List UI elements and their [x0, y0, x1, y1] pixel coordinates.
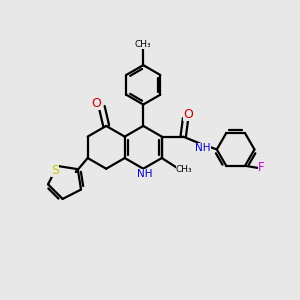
Text: CH₃: CH₃ — [176, 165, 193, 174]
Text: S: S — [51, 164, 59, 177]
Text: O: O — [183, 108, 193, 122]
Text: O: O — [92, 97, 101, 110]
Text: NH: NH — [195, 143, 211, 153]
Text: CH₃: CH₃ — [135, 40, 152, 49]
Text: NH: NH — [137, 169, 152, 179]
Text: F: F — [258, 161, 265, 174]
